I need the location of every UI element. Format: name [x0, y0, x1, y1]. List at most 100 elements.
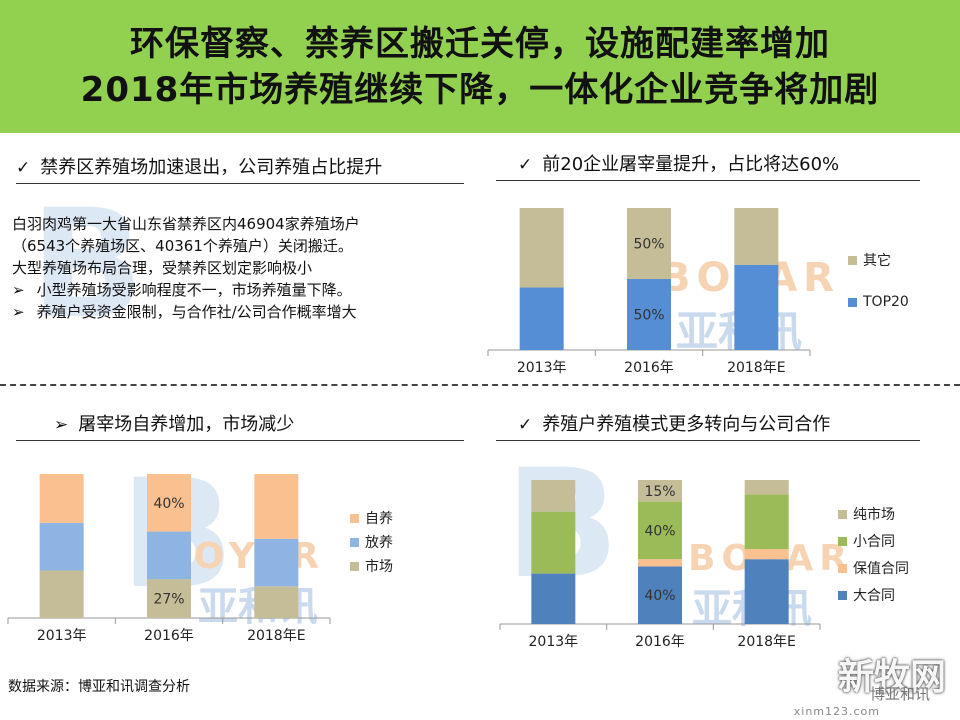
data-label: 40%	[644, 588, 675, 604]
legend-top20: 其它 TOP20	[848, 250, 948, 320]
section3-heading: ➢ 屠宰场自养增加，市场减少	[16, 410, 464, 441]
legend-item: 放养	[350, 532, 393, 552]
section4-heading: ✓ 养殖户养殖模式更多转向与公司合作	[496, 410, 920, 441]
title-line-2: 2018年市场养殖继续下降，一体化企业竞争将加剧	[80, 69, 880, 110]
chart-slaughter-svg: 2013年 27% 40% 2016年 2018年E	[7, 474, 331, 644]
chart-top20: 2013年 50% 50% 2016年 2018年E	[487, 200, 811, 380]
legend-swatch	[838, 509, 847, 519]
check-icon: ✓	[16, 158, 31, 178]
legend-label: 小合同	[853, 534, 895, 550]
bar-e887aae585bb-2	[254, 474, 299, 539]
legend-label: 保值合同	[853, 561, 909, 577]
section-divider	[0, 384, 960, 386]
arrow-bullet-icon: ➢	[12, 281, 25, 299]
data-label: 27%	[153, 592, 184, 608]
data-label: 50%	[633, 237, 664, 253]
section1-bullet-1: ➢ 小型养殖场受影响程度不一，市场养殖量下降。	[12, 281, 352, 299]
bar-e5b08fe59088e5908c-2	[744, 494, 789, 550]
legend-item: 其它	[848, 250, 891, 270]
x-tick-label: 2016年	[635, 634, 685, 650]
data-source: 数据来源：博亚和讯调查分析	[8, 679, 190, 695]
bar-e585b6e5ae83-1	[627, 208, 671, 279]
legend-label: 市场	[365, 559, 393, 575]
bar-e4bf9de580bce59088e5908c-1	[638, 559, 682, 567]
legend-label: 其它	[863, 253, 891, 269]
section1-heading: ✓ 禁养区养殖场加速退出，公司养殖占比提升	[16, 153, 464, 184]
check-icon: ✓	[518, 415, 533, 435]
legend-label: 放养	[365, 535, 393, 551]
title-line-1: 环保督察、禁养区搬迁关停，设施配建率增加	[130, 23, 830, 64]
legend-label: 大合同	[853, 588, 895, 604]
chart-farming-mode: 2013年 40% 40% 15% 2016年 2018年E	[499, 470, 821, 658]
x-tick-label: 2013年	[529, 634, 579, 650]
legend-swatch	[838, 563, 847, 573]
x-tick-label: 2018年E	[727, 360, 785, 376]
site-logo-watermark: 新牧网	[837, 657, 946, 698]
x-tick-label: 2013年	[37, 628, 87, 644]
data-label: 15%	[644, 484, 675, 500]
section1-line-2: （6543个养殖场区、40361个养殖户）关闭搬迁。	[12, 237, 353, 255]
legend-item: 市场	[350, 556, 393, 576]
legend-item: 小合同	[838, 531, 895, 551]
legend-item: 自养	[350, 508, 393, 528]
bar-e4bf9de580bce59088e5908c-2	[744, 549, 789, 560]
section2-heading-text: 前20企业屠宰量提升，占比将达60%	[542, 154, 840, 175]
bar-top20-1	[627, 279, 671, 350]
arrow-bullet-icon: ➢	[12, 303, 25, 321]
legend-item: 纯市场	[838, 504, 895, 524]
data-label: 40%	[153, 496, 184, 512]
x-tick-label: 2016年	[624, 360, 674, 376]
bar-e7baafe5b882e59cba-1	[638, 480, 682, 502]
legend-swatch	[838, 590, 847, 600]
bar-e5a4a7e59088e5908c-0	[531, 573, 576, 624]
bar-e585b6e5ae83-2	[734, 208, 779, 265]
chart-top20-svg: 2013年 50% 50% 2016年 2018年E	[487, 208, 811, 376]
chart-slaughter: 2013年 27% 40% 2016年 2018年E	[7, 468, 331, 648]
legend-swatch	[350, 561, 359, 571]
bar-e5a4a7e59088e5908c-1	[638, 566, 682, 624]
legend-label: 自养	[365, 511, 393, 527]
bar-top20-0	[519, 287, 564, 350]
legend-label: TOP20	[863, 294, 909, 310]
bar-e7baafe5b882e59cba-0	[531, 480, 576, 512]
bar-e5b882e59cba-0	[39, 570, 84, 618]
bar-top20-2	[734, 264, 779, 350]
section4-heading-text: 养殖户养殖模式更多转向与公司合作	[542, 414, 831, 435]
bar-e585b6e5ae83-0	[519, 208, 564, 288]
x-tick-label: 2018年E	[247, 628, 305, 644]
bar-e5b882e59cba-2	[254, 586, 299, 618]
section1-bullet-2: ➢ 养殖户受资金限制，与合作社/公司合作概率增大	[12, 303, 357, 321]
x-tick-label: 2016年	[144, 628, 194, 644]
legend-slaughter: 自养 放养 市场	[350, 508, 450, 588]
section3-heading-text: 屠宰场自养增加，市场减少	[78, 414, 295, 435]
section1-body: 白羽肉鸡第一大省山东省禁养区内46904家养殖场户 （6543个养殖场区、403…	[12, 213, 482, 323]
legend-swatch	[848, 255, 857, 265]
bar-e5b882e59cba-1	[147, 579, 191, 618]
section2-heading: ✓ 前20企业屠宰量提升，占比将达60%	[496, 150, 920, 181]
x-tick-label: 2018年E	[737, 634, 795, 650]
section1-heading-text: 禁养区养殖场加速退出，公司养殖占比提升	[40, 157, 383, 178]
data-label: 50%	[633, 308, 664, 324]
bar-e5a4a7e59088e5908c-2	[744, 559, 789, 624]
bar-e694bee585bb-2	[254, 538, 299, 587]
bar-e887aae585bb-0	[39, 474, 84, 523]
legend-swatch	[350, 537, 359, 547]
bar-e7baafe5b882e59cba-2	[744, 480, 789, 495]
data-label: 40%	[644, 523, 675, 539]
section1-line-3: 大型养殖场布局合理，受禁养区划定影响极小	[12, 259, 313, 277]
legend-item: 大合同	[838, 585, 895, 605]
check-icon: ✓	[518, 155, 533, 175]
bar-e887aae585bb-1	[147, 474, 191, 532]
legend-farming-mode: 纯市场小合同保值合同大合同	[838, 504, 948, 608]
arrow-bullet-icon: ➢	[54, 415, 69, 435]
legend-swatch	[848, 297, 857, 307]
legend-swatch	[838, 536, 847, 546]
bar-e5b08fe59088e5908c-1	[638, 501, 682, 560]
legend-item: TOP20	[848, 294, 909, 310]
site-url-watermark: xinm123.com	[793, 705, 880, 718]
chart-farming-mode-svg: 2013年 40% 40% 15% 2016年 2018年E	[499, 480, 821, 650]
site-sub-watermark: 博亚和讯	[869, 685, 930, 703]
legend-item: 保值合同	[838, 558, 909, 578]
bar-e694bee585bb-0	[39, 522, 84, 571]
bar-e694bee585bb-1	[147, 531, 191, 580]
